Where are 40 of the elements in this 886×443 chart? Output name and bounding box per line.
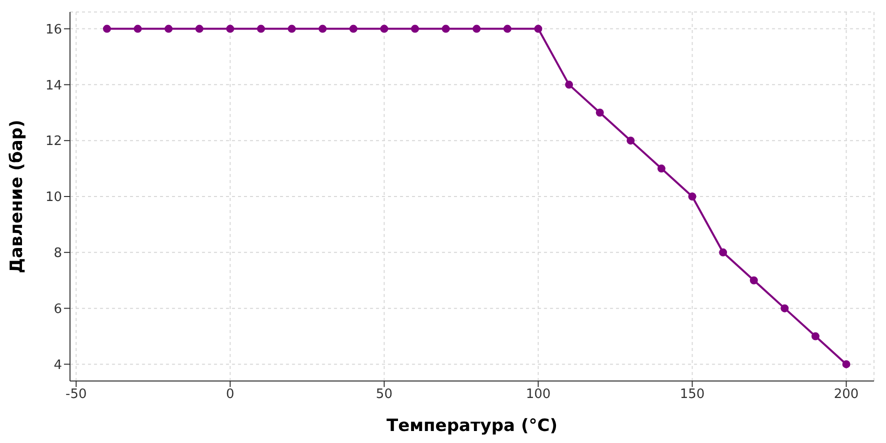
point: [411, 24, 420, 33]
point: [195, 24, 204, 33]
y-tick-label: 6: [54, 302, 62, 317]
point: [380, 24, 388, 33]
y-tick-label: 8: [54, 246, 62, 262]
point: [565, 80, 574, 89]
point: [349, 24, 358, 33]
point: [472, 24, 481, 33]
point: [226, 24, 234, 33]
x-tick-label: 0: [226, 387, 234, 402]
point: [596, 108, 604, 117]
point: [256, 24, 265, 33]
point: [534, 24, 542, 33]
x-axis-title: Температура (°C): [386, 416, 558, 436]
x-tick-label: -50: [66, 387, 87, 402]
point: [442, 24, 450, 33]
point: [503, 24, 512, 33]
point: [688, 192, 696, 200]
point: [318, 24, 327, 33]
point: [134, 24, 142, 33]
point: [657, 164, 666, 173]
y-axis-title: Давление (бар): [7, 120, 28, 274]
point: [750, 276, 758, 284]
point: [842, 360, 850, 368]
point: [164, 24, 173, 33]
x-tick-label: 150: [680, 387, 705, 402]
point: [102, 24, 111, 33]
y-tick-label: 16: [45, 22, 62, 38]
point: [811, 332, 820, 340]
y-tick-label: 12: [45, 134, 62, 150]
y-tick-label: 14: [45, 78, 62, 94]
x-tick-label: 50: [376, 387, 392, 402]
y-tick-label: 4: [54, 358, 62, 373]
point: [288, 24, 296, 33]
point: [780, 304, 789, 312]
y-tick-label: 10: [45, 190, 62, 206]
point: [626, 136, 635, 145]
point: [719, 248, 728, 256]
x-tick-label: 100: [526, 387, 551, 402]
x-tick-label: 200: [834, 387, 859, 402]
